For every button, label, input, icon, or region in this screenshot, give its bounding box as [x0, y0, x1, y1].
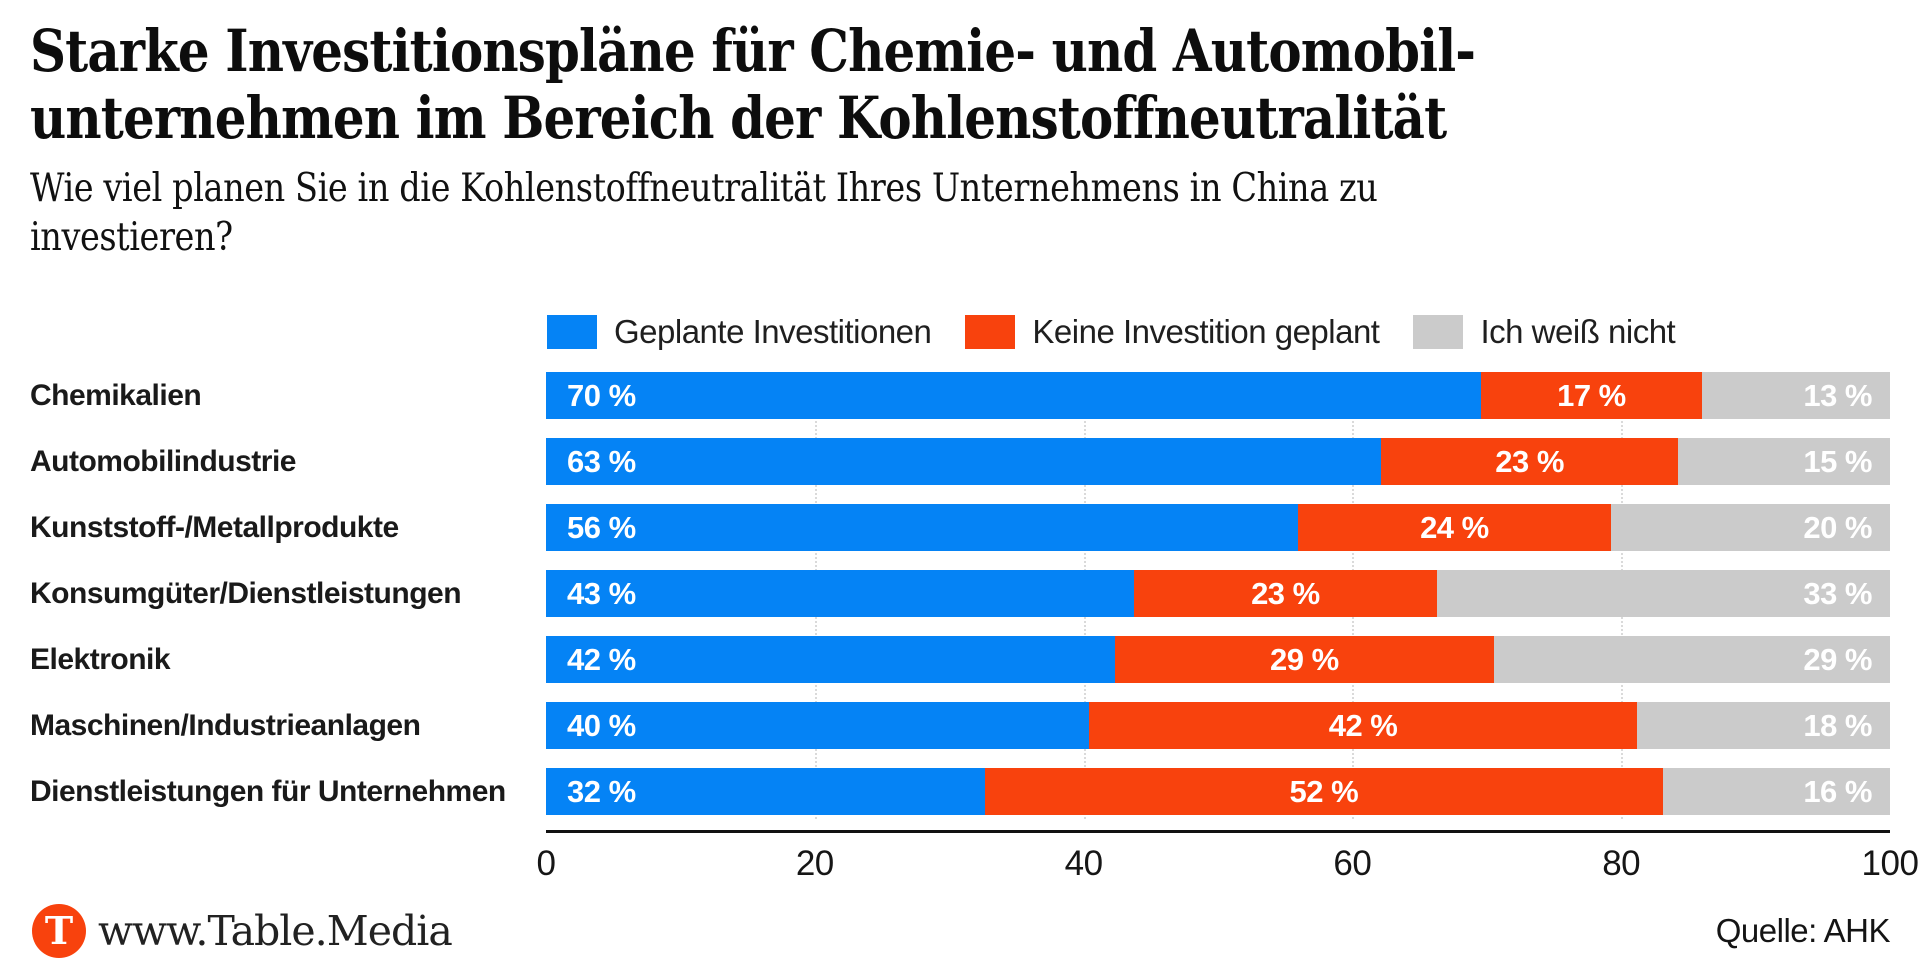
bar-value-label: 18 % [1803, 707, 1872, 743]
legend-label: Keine Investition geplant [1032, 313, 1380, 350]
bar-segment: 24 % [1297, 504, 1611, 551]
legend-swatch-orange [965, 315, 1016, 349]
category-label: Konsumgüter/Dienstleistungen [30, 577, 462, 610]
bar-row: Maschinen/Industrieanlagen 40 % 42 % 18 % [30, 702, 1890, 749]
bar-segment: 20 % [1611, 504, 1890, 551]
bar-value-label: 43 % [567, 575, 636, 611]
bar-value-label: 42 % [1328, 707, 1398, 743]
bar-row: Kunststoff-/Metallprodukte 56 % 24 % 20 % [30, 504, 1890, 551]
bar-value-label: 20 % [1803, 509, 1872, 545]
stacked-bar: 42 % 29 % 29 % [546, 636, 1890, 683]
x-axis-line [546, 830, 1890, 833]
legend-item-geplante-investitionen: Geplante Investitionen [547, 313, 932, 350]
legend-item-keine-investition: Keine Investition geplant [965, 313, 1380, 350]
stacked-bar: 56 % 24 % 20 % [546, 504, 1890, 551]
bar-segment: 23 % [1133, 570, 1437, 617]
legend-swatch-gray [1413, 315, 1464, 349]
x-tick-label: 0 [536, 844, 556, 883]
bar-row: Elektronik 42 % 29 % 29 % [30, 636, 1890, 683]
bar-segment: 43 % [546, 570, 1134, 617]
bar-segment: 32 % [546, 768, 985, 815]
bar-value-label: 32 % [567, 773, 636, 809]
category-label: Elektronik [30, 643, 171, 676]
chart-legend: Geplante Investitionen Keine Investition… [547, 313, 1676, 350]
bar-segment: 42 % [546, 636, 1116, 683]
x-tick-label: 40 [1064, 844, 1103, 883]
bar-segment: 40 % [546, 702, 1089, 749]
bar-segment: 63 % [546, 438, 1382, 485]
bar-segment: 16 % [1663, 768, 1890, 815]
bar-value-label: 56 % [567, 509, 636, 545]
bar-value-label: 15 % [1803, 443, 1872, 479]
bar-plot: Chemikalien 70 % 17 % 13 % Automobilindustri… [30, 372, 1890, 834]
bar-segment: 29 % [1115, 636, 1494, 683]
category-label: Kunststoff-/Metallprodukte [30, 511, 399, 544]
bar-segment: 33 % [1437, 570, 1890, 617]
bar-value-label: 23 % [1251, 575, 1320, 611]
stacked-bar: 32 % 52 % 16 % [546, 768, 1890, 815]
bar-segment: 56 % [546, 504, 1298, 551]
bar-value-label: 17 % [1557, 377, 1626, 413]
bar-value-label: 24 % [1420, 509, 1489, 545]
legend-label: Ich weiß nicht [1480, 313, 1676, 350]
bar-row: Dienstleistungen für Unternehmen 32 % 52 %… [30, 768, 1890, 815]
bar-row: Automobilindustrie 63 % 23 % 15 % [30, 438, 1890, 485]
bar-segment: 13 % [1702, 372, 1890, 419]
legend-swatch-blue [547, 315, 597, 349]
bar-value-label: 70 % [567, 377, 636, 413]
table-media-logo-icon: T [32, 904, 86, 958]
bar-value-label: 29 % [1803, 641, 1872, 677]
bar-segment: 42 % [1089, 702, 1638, 749]
bar-value-label: 13 % [1803, 377, 1872, 413]
source-credit: Quelle: AHK [1715, 912, 1891, 949]
x-axis-ticks: 0 20 40 60 80 100 [537, 844, 1919, 884]
logo-letter: T [44, 908, 74, 953]
bar-segment: 18 % [1637, 702, 1890, 749]
stacked-bar: 63 % 23 % 15 % [546, 438, 1890, 485]
legend-label: Geplante Investitionen [614, 313, 932, 350]
bar-value-label: 63 % [567, 443, 636, 479]
x-tick-label: 20 [795, 844, 834, 883]
bar-segment: 23 % [1381, 438, 1679, 485]
stacked-bar: 70 % 17 % 13 % [546, 372, 1890, 419]
bar-value-label: 29 % [1269, 641, 1339, 677]
brand: T www.Table.Media [32, 903, 453, 959]
bar-segment: 70 % [546, 372, 1481, 419]
page-title: Starke Investitionspläne für Chemie- und… [30, 17, 1476, 153]
x-tick-label: 100 [1861, 844, 1919, 883]
bar-value-label: 16 % [1803, 773, 1872, 809]
bar-value-label: 52 % [1289, 773, 1359, 809]
bar-segment: 52 % [984, 768, 1664, 815]
bar-value-label: 23 % [1495, 443, 1564, 479]
x-tick-label: 60 [1333, 844, 1372, 883]
bar-value-label: 40 % [567, 707, 636, 743]
bar-value-label: 33 % [1803, 575, 1872, 611]
brand-url: www.Table.Media [98, 907, 453, 955]
legend-item-weiss-nicht: Ich weiß nicht [1413, 313, 1676, 350]
bar-row: Chemikalien 70 % 17 % 13 % [30, 372, 1890, 419]
bar-value-label: 42 % [567, 641, 636, 677]
bar-segment: 29 % [1493, 636, 1890, 683]
bar-segment: 15 % [1678, 438, 1890, 485]
category-label: Dienstleistungen für Unternehmen [30, 775, 506, 808]
bar-segment: 17 % [1480, 372, 1703, 419]
stacked-bar: 40 % 42 % 18 % [546, 702, 1890, 749]
category-label: Chemikalien [30, 379, 202, 412]
x-tick-label: 80 [1602, 844, 1641, 883]
category-label: Automobilindustrie [30, 445, 296, 478]
bar-row: Konsumgüter/Dienstleistungen 43 % 23 % 33 % [30, 570, 1890, 617]
page-subtitle: Wie viel planen Sie in die Kohlenstoffne… [30, 166, 1378, 260]
stacked-bar: 43 % 23 % 33 % [546, 570, 1890, 617]
category-label: Maschinen/Industrieanlagen [30, 709, 421, 742]
